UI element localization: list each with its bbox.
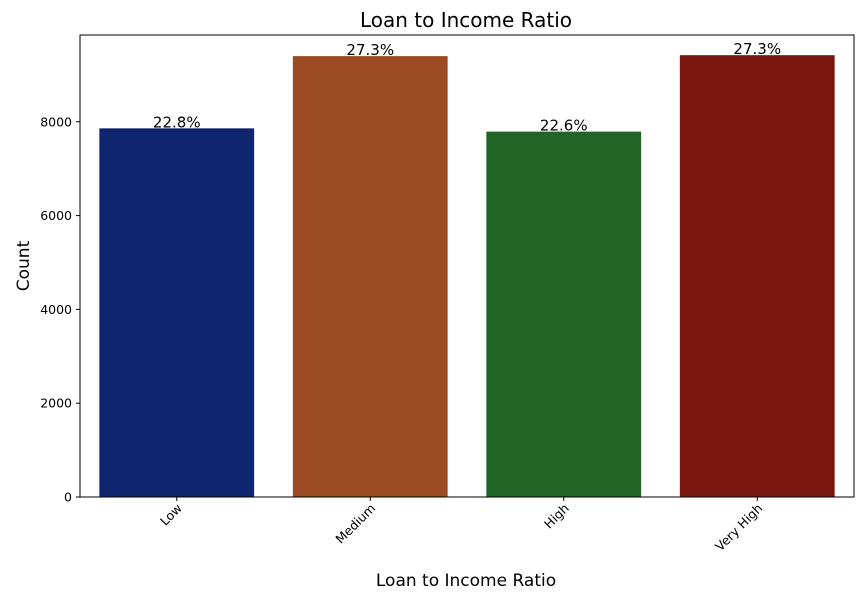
x-tick-label-0: Low bbox=[157, 501, 185, 529]
y-tick-label-3: 6000 bbox=[40, 208, 72, 223]
y-tick-label-0: 0 bbox=[64, 490, 72, 505]
x-axis: Low Medium High Very High bbox=[157, 497, 765, 554]
bars-group bbox=[99, 55, 835, 498]
y-tick-label-4: 8000 bbox=[40, 114, 72, 129]
data-label-3: 27.3% bbox=[733, 40, 781, 58]
x-tick-label-3: Very High bbox=[712, 501, 765, 554]
data-label-2: 22.6% bbox=[540, 117, 588, 135]
data-labels-group: 22.8% 27.3% 22.6% 27.3% bbox=[153, 40, 781, 134]
bar-3 bbox=[679, 55, 835, 498]
x-tick-label-1: Medium bbox=[332, 501, 378, 547]
bar-2 bbox=[486, 131, 642, 497]
y-tick-label-1: 2000 bbox=[40, 396, 72, 411]
bar-1 bbox=[292, 56, 448, 497]
chart-title: Loan to Income Ratio bbox=[360, 8, 572, 32]
y-axis-label: Count bbox=[14, 240, 34, 291]
x-tick-label-2: High bbox=[541, 501, 572, 532]
data-label-0: 22.8% bbox=[153, 113, 201, 131]
y-axis: 0 2000 4000 6000 8000 bbox=[40, 114, 80, 505]
x-axis-label: Loan to Income Ratio bbox=[376, 571, 556, 591]
plot-frame bbox=[79, 34, 855, 498]
y-tick-label-2: 4000 bbox=[40, 302, 72, 317]
bar-0 bbox=[99, 128, 255, 497]
data-label-1: 27.3% bbox=[346, 41, 394, 59]
